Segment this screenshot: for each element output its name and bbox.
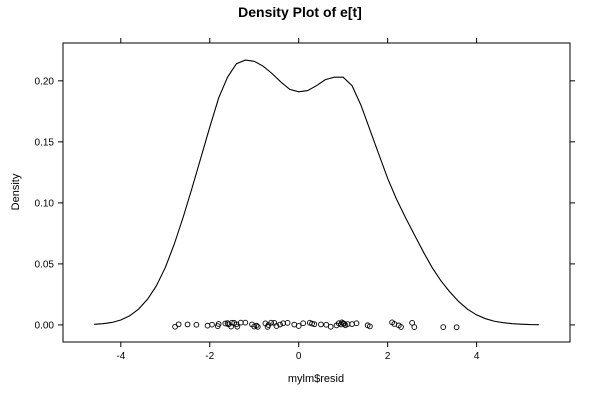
plot-frame [62, 42, 571, 343]
data-point [193, 321, 200, 328]
data-point [295, 323, 302, 329]
data-point [353, 320, 360, 327]
data-point [411, 324, 418, 330]
x-tick-label: 0 [296, 351, 302, 362]
data-point [453, 324, 460, 331]
data-point [222, 320, 229, 327]
y-tick-label: 0.05 [35, 259, 55, 270]
data-point [204, 322, 211, 329]
chart-title: Density Plot of e[t] [238, 4, 362, 20]
data-point [309, 320, 315, 327]
data-point [367, 323, 373, 330]
data-point [318, 321, 324, 328]
y-tick-label: 0.10 [35, 198, 55, 209]
data-point [300, 320, 307, 327]
data-point [209, 321, 215, 328]
density-line [94, 59, 539, 326]
data-point [254, 324, 261, 330]
x-axis-label: mylm$resid [288, 373, 344, 385]
data-point [440, 324, 447, 330]
x-tick-label: 2 [385, 351, 391, 362]
data-point [234, 323, 241, 330]
data-point [311, 321, 318, 328]
data-point [277, 321, 283, 328]
y-tick-label: 0.20 [35, 76, 55, 87]
data-point [284, 319, 291, 326]
data-point [273, 323, 280, 329]
y-tick-label: 0.15 [35, 137, 55, 148]
data-point [253, 322, 260, 329]
x-tick-label: 4 [474, 351, 480, 362]
data-point [184, 321, 191, 328]
data-point [175, 321, 182, 328]
data-point [398, 324, 404, 330]
rug-points-layer [172, 319, 460, 331]
y-tick-label: 0.00 [35, 320, 55, 331]
data-point [215, 321, 222, 327]
data-point [228, 323, 234, 330]
axis-ticks: -4 -2 0 2 4 0.00 0.05 0.10 0.15 0.20 [35, 38, 575, 362]
x-tick-label: -2 [205, 351, 214, 362]
y-axis-label: Density [10, 173, 22, 210]
data-point [242, 319, 249, 326]
data-point [341, 320, 347, 327]
data-point [327, 323, 334, 330]
density-curve-layer [94, 59, 539, 326]
data-point [409, 319, 415, 326]
x-tick-label: -4 [116, 351, 125, 362]
data-point [268, 319, 274, 326]
